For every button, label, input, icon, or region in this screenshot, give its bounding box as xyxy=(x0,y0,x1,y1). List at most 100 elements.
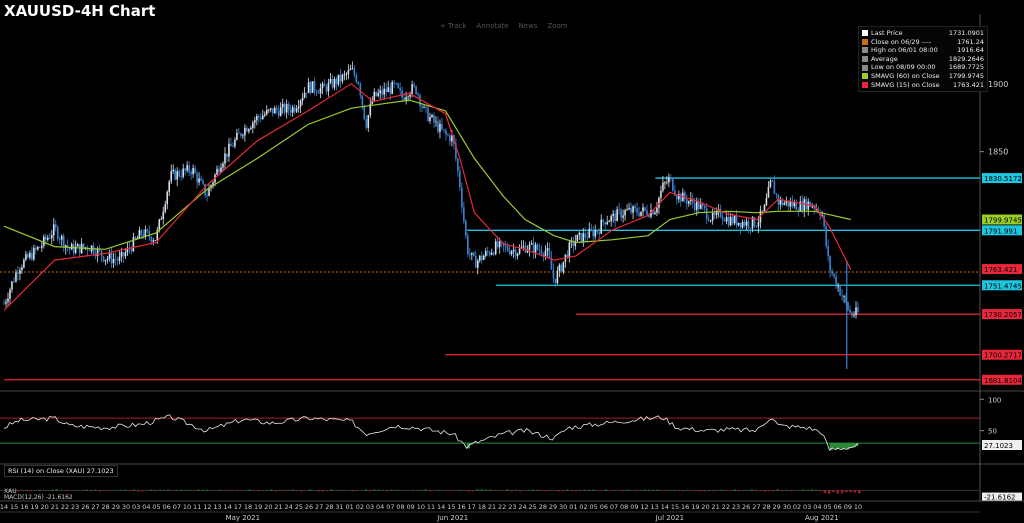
candle-body xyxy=(142,234,145,237)
macd-histogram-bar xyxy=(561,490,565,492)
candle-body xyxy=(689,198,692,202)
date-tick-label: 10 xyxy=(417,503,425,511)
date-tick-label: 04 xyxy=(813,503,821,511)
candle-body xyxy=(855,307,857,316)
candle-body xyxy=(693,203,696,210)
candle-body xyxy=(857,307,859,312)
candle-body xyxy=(843,296,845,298)
date-tick-label: 26 xyxy=(305,503,313,511)
candle-body xyxy=(200,178,202,181)
candle-body xyxy=(70,244,73,250)
candle-body xyxy=(236,132,238,140)
candle-body xyxy=(785,201,788,204)
level-tag-label: 1730.2057 xyxy=(984,311,1022,319)
level-tag xyxy=(982,225,1022,236)
candle-body xyxy=(62,235,65,248)
candle-body xyxy=(76,244,79,247)
macd-histogram-bar xyxy=(411,489,415,491)
candle-body xyxy=(23,259,25,268)
date-tick-label: 18 xyxy=(244,503,252,511)
candle-body xyxy=(337,74,340,85)
macd-histogram-bar xyxy=(527,490,531,491)
macd-histogram-bar xyxy=(64,490,67,491)
candle-body xyxy=(154,240,157,242)
macd-histogram-bar xyxy=(802,489,805,491)
macd-histogram-bar xyxy=(149,489,153,491)
macd-histogram-bar xyxy=(806,489,810,491)
macd-histogram-bar xyxy=(652,489,655,491)
candle-body xyxy=(715,211,718,216)
candle-body xyxy=(598,232,601,234)
level-tag-label: 1830.5172 xyxy=(984,175,1022,183)
candle-body xyxy=(498,241,501,248)
macd-histogram-bar xyxy=(617,490,621,491)
candle-body xyxy=(37,246,39,250)
candle-body xyxy=(96,248,99,257)
track-button[interactable]: + Track xyxy=(440,22,467,30)
candle-body xyxy=(56,227,59,240)
macd-histogram-bar xyxy=(729,490,732,492)
candle-body xyxy=(849,309,851,313)
candle-body xyxy=(88,250,91,252)
candle-body xyxy=(333,78,336,88)
candle-body xyxy=(401,90,403,98)
candle-body xyxy=(198,178,200,183)
candle-body xyxy=(562,261,565,272)
candle-body xyxy=(15,272,17,282)
candle-body xyxy=(433,115,435,123)
date-tick-label: 19 xyxy=(254,503,262,511)
level-tag-label: 1751.4745 xyxy=(984,282,1022,290)
macd-histogram-bar xyxy=(682,490,685,492)
candle-body xyxy=(461,187,463,208)
macd-histogram-bar xyxy=(167,489,170,491)
macd-histogram-bar xyxy=(343,490,346,491)
candle-body xyxy=(670,177,672,179)
candle-body xyxy=(72,244,75,253)
date-tick-label: 01 xyxy=(569,503,577,511)
candle-body xyxy=(148,231,151,237)
level-tag-label: 1799.9745 xyxy=(984,216,1022,224)
macd-histogram-bar xyxy=(819,490,822,492)
macd-histogram-bar xyxy=(836,490,840,494)
candle-body xyxy=(409,93,411,97)
macd-histogram-bar xyxy=(789,490,792,492)
date-tick-label: 29 xyxy=(112,503,120,511)
candle-body xyxy=(190,172,192,175)
candle-body xyxy=(827,245,829,257)
rsi-legend-value: 27.1023 xyxy=(86,467,114,475)
candle-body xyxy=(208,188,210,196)
candle-body xyxy=(64,245,67,248)
date-tick-label: 21 xyxy=(488,503,496,511)
candle-body xyxy=(13,281,15,283)
macd-histogram-bar xyxy=(227,490,230,492)
candle-body xyxy=(664,182,666,184)
candle-body xyxy=(230,143,232,147)
candle-body xyxy=(389,87,391,94)
candle-body xyxy=(622,215,624,218)
candle-body xyxy=(172,169,175,172)
candle-body xyxy=(383,88,386,95)
price-legend: Last Price 1731.0901 Close on 06/29 ---- 17… xyxy=(858,26,988,93)
candle-body xyxy=(588,228,591,238)
macd-histogram-bar xyxy=(849,490,852,493)
macd-histogram-bar xyxy=(553,490,556,492)
candle-body xyxy=(186,165,188,171)
macd-histogram-bar xyxy=(85,489,89,491)
news-button[interactable]: News xyxy=(518,22,538,30)
macd-histogram-bar xyxy=(274,490,277,492)
macd-histogram-bar xyxy=(510,490,513,492)
annotate-button[interactable]: Annotate xyxy=(476,22,509,30)
candle-body xyxy=(343,74,346,76)
candle-body xyxy=(387,87,390,93)
macd-histogram-bar xyxy=(613,490,616,491)
candle-body xyxy=(672,177,674,191)
date-tick-label: 05 xyxy=(152,503,160,511)
candle-body xyxy=(566,254,569,258)
zoom-button[interactable]: Zoom xyxy=(547,22,568,30)
candle-body xyxy=(331,79,334,88)
candle-body xyxy=(144,229,147,237)
macd-histogram-bar xyxy=(385,490,389,492)
candle-body xyxy=(126,247,129,253)
candle-body xyxy=(192,167,194,175)
